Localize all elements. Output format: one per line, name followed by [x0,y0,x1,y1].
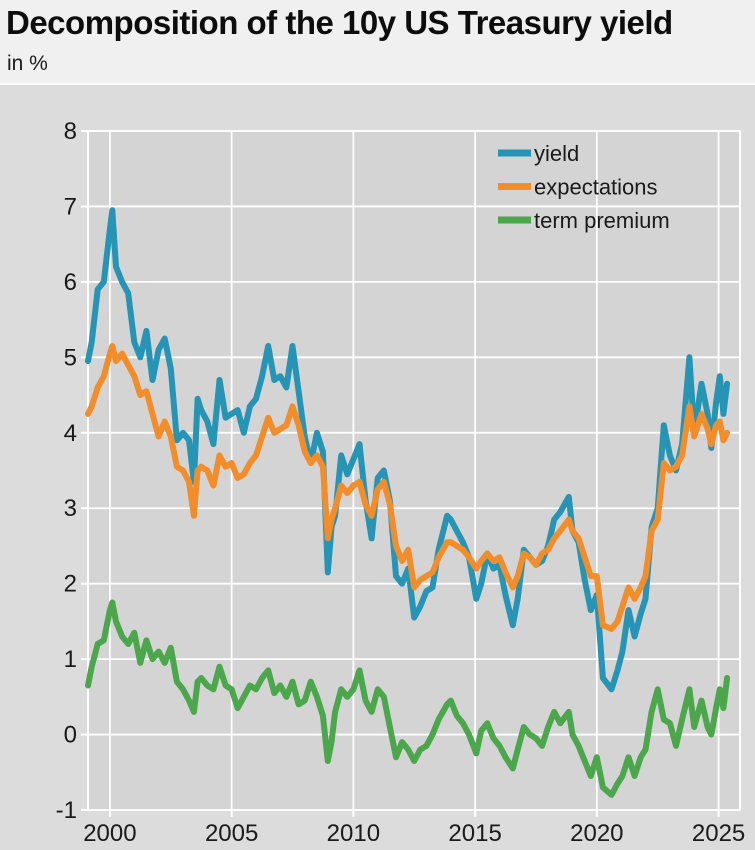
x-tick-label: 2010 [327,820,380,847]
title-area: Decomposition of the 10y US Treasury yie… [0,0,755,85]
y-tick-label: 1 [64,646,77,673]
y-tick-label: 8 [64,118,77,145]
legend-label-expectations: expectations [534,175,658,200]
legend-label-term-premium: term premium [534,208,670,233]
y-tick-label: 5 [64,344,77,371]
y-tick-label: 3 [64,495,77,522]
chart-title: Decomposition of the 10y US Treasury yie… [6,4,673,41]
chart-subtitle: in % [7,52,48,75]
y-tick-label: -1 [56,797,77,824]
y-tick-label: 4 [64,420,77,447]
x-tick-label: 2000 [83,820,136,847]
y-tick-label: 0 [64,722,77,749]
y-tick-label: 6 [64,269,77,296]
plot-border [87,130,741,811]
series-line-expectations [85,343,731,632]
x-tick-label: 2020 [570,820,623,847]
x-tick-label: 2025 [692,820,745,847]
x-tick-label: 2005 [205,820,258,847]
y-tick-label: 2 [64,571,77,598]
y-tick-label: 7 [64,193,77,220]
legend-label-yield: yield [534,141,579,166]
series-line-term-premium [85,599,731,798]
series-line-yield [85,207,731,693]
x-tick-label: 2015 [448,820,501,847]
